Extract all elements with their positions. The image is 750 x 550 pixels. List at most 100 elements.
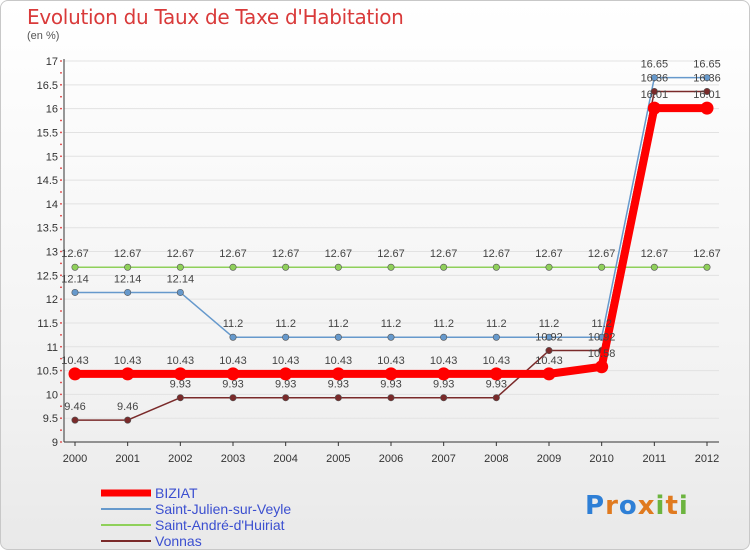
logo-letter: x	[637, 491, 656, 521]
y-axis-minor-tick	[60, 405, 62, 408]
y-tick-label: 11	[47, 342, 58, 354]
data-point-saint-andr-d-huiriat	[387, 263, 395, 271]
proxiti-logo: Proxiti	[585, 491, 689, 521]
data-label-saint-julien-sur-veyle: 12.14	[114, 273, 142, 285]
legend: BIZIAT Saint-Julien-sur-Veyle Saint-Andr…	[101, 485, 291, 549]
data-point-vonnas	[229, 394, 237, 402]
y-axis-minor-tick	[60, 441, 62, 443]
y-tick-label: 14.5	[37, 175, 58, 187]
data-point-biziat	[226, 367, 240, 381]
data-label-saint-andr-d-huiriat: 12.67	[325, 248, 353, 260]
data-point-vonnas	[440, 394, 448, 402]
data-label-saint-julien-sur-veyle: 11.2	[381, 318, 402, 330]
y-axis-minor-tick	[60, 167, 62, 170]
data-point-saint-andr-d-huiriat	[334, 263, 342, 271]
data-label-biziat: 16.01	[641, 89, 669, 101]
x-tick-label: 2004	[273, 453, 297, 465]
data-label-saint-andr-d-huiriat: 12.67	[167, 248, 195, 260]
y-axis-minor-tick	[60, 155, 62, 158]
y-axis-minor-tick	[60, 322, 62, 324]
data-label-saint-andr-d-huiriat: 12.67	[377, 248, 405, 260]
data-point-saint-julien-sur-veyle	[545, 333, 553, 341]
data-point-saint-andr-d-huiriat	[124, 263, 132, 271]
logo-letter: i	[678, 491, 689, 521]
y-axis-minor-tick	[60, 238, 62, 241]
y-tick-label: 10.5	[37, 366, 58, 378]
y-axis-minor-tick	[60, 286, 62, 289]
data-point-vonnas	[387, 394, 395, 402]
chart-title: Evolution du Taux de Taxe d'Habitation	[27, 5, 404, 29]
y-axis-minor-tick	[60, 333, 62, 336]
x-tick-label: 2005	[326, 453, 350, 465]
data-point-vonnas	[492, 394, 500, 402]
y-axis-minor-tick	[60, 119, 62, 122]
y-axis-minor-tick	[60, 298, 62, 301]
data-point-saint-andr-d-huiriat	[176, 263, 184, 271]
data-point-vonnas	[124, 416, 132, 424]
x-tick-label: 2001	[115, 453, 139, 465]
legend-item-saint-andre: Saint-André-d'Huiriat	[101, 517, 291, 533]
x-tick-label: 2002	[168, 453, 192, 465]
y-axis-minor-tick	[60, 369, 62, 372]
data-label-vonnas: 9.93	[222, 379, 243, 391]
legend-label-biziat: BIZIAT	[155, 485, 198, 501]
y-tick-label: 17	[46, 56, 58, 68]
data-point-saint-julien-sur-veyle	[282, 333, 290, 341]
legend-label-saint-julien: Saint-Julien-sur-Veyle	[155, 501, 292, 517]
x-tick-label: 2010	[589, 453, 613, 465]
data-label-saint-julien-sur-veyle: 11.2	[433, 318, 454, 330]
data-label-biziat: 10.43	[430, 355, 458, 367]
data-point-saint-andr-d-huiriat	[229, 263, 237, 271]
logo-letter: t	[665, 491, 679, 521]
data-point-saint-julien-sur-veyle	[334, 333, 342, 341]
data-point-biziat	[595, 360, 609, 374]
data-label-saint-andr-d-huiriat: 12.67	[588, 248, 616, 260]
data-label-saint-julien-sur-veyle: 11.2	[539, 318, 560, 330]
legend-item-vonnas: Vonnas	[101, 533, 291, 549]
data-label-saint-andr-d-huiriat: 12.67	[535, 248, 563, 260]
legend-label-saint-andre: Saint-André-d'Huiriat	[155, 517, 285, 533]
data-point-vonnas	[71, 416, 79, 424]
data-label-biziat: 10.43	[61, 355, 89, 367]
data-label-biziat: 10.43	[114, 355, 142, 367]
y-axis-minor-tick	[60, 143, 62, 146]
data-label-saint-andr-d-huiriat: 12.67	[693, 248, 721, 260]
data-label-vonnas: 9.93	[486, 379, 507, 391]
data-point-saint-julien-sur-veyle	[124, 288, 132, 296]
y-axis-minor-tick	[60, 357, 62, 360]
data-label-saint-andr-d-huiriat: 12.67	[430, 248, 458, 260]
data-label-saint-julien-sur-veyle: 12.14	[61, 273, 89, 285]
data-label-saint-andr-d-huiriat: 12.67	[114, 248, 142, 260]
legend-swatch-saint-andre	[101, 524, 151, 526]
y-axis-minor-tick	[60, 83, 62, 86]
y-axis-minor-tick	[60, 107, 62, 110]
y-tick-label: 10	[46, 389, 58, 401]
data-label-saint-andr-d-huiriat: 12.67	[219, 248, 247, 260]
x-tick-label: 2000	[63, 453, 87, 465]
data-point-saint-andr-d-huiriat	[545, 263, 553, 271]
data-label-biziat: 10.43	[325, 355, 353, 367]
data-label-vonnas: 9.93	[170, 379, 191, 391]
y-axis-minor-tick	[60, 345, 62, 348]
data-label-vonnas: 9.93	[275, 379, 296, 391]
data-point-saint-julien-sur-veyle	[229, 333, 237, 341]
legend-swatch-saint-julien	[101, 508, 151, 510]
data-label-saint-julien-sur-veyle: 16.65	[641, 59, 669, 71]
data-label-saint-julien-sur-veyle: 11.2	[275, 318, 296, 330]
y-axis-minor-tick	[60, 72, 62, 74]
data-point-biziat	[68, 367, 82, 381]
x-tick-label: 2007	[431, 453, 455, 465]
data-point-biziat	[437, 367, 451, 381]
data-label-biziat: 10.43	[219, 355, 247, 367]
data-point-biziat	[489, 367, 503, 381]
data-point-saint-andr-d-huiriat	[492, 263, 500, 271]
data-point-biziat	[331, 367, 345, 381]
y-tick-label: 12	[46, 294, 58, 306]
y-tick-label: 9.5	[43, 413, 58, 425]
data-point-saint-julien-sur-veyle	[650, 74, 658, 82]
y-axis-minor-tick	[60, 131, 62, 134]
data-label-vonnas: 9.46	[117, 401, 138, 413]
x-tick-label: 2012	[695, 453, 719, 465]
y-axis-minor-tick	[60, 417, 62, 420]
logo-letter: P	[585, 491, 606, 521]
